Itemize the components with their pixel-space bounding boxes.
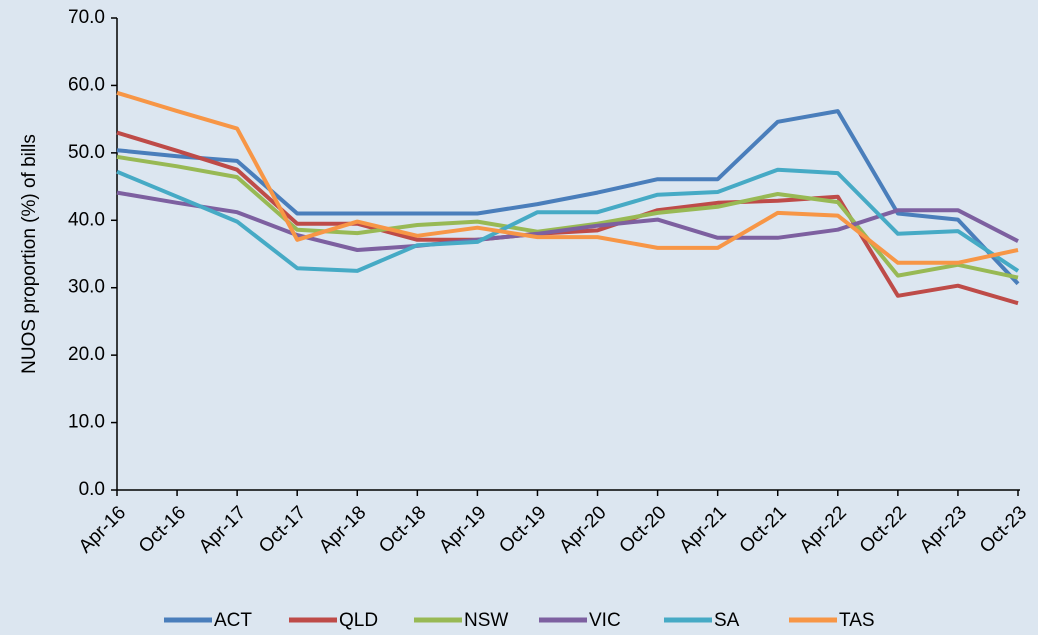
x-tick-label: Oct-18 [375, 502, 430, 557]
x-tick-label: Apr-23 [916, 502, 971, 557]
y-tick-label: 60.0 [68, 74, 105, 95]
y-tick-label: 0.0 [79, 479, 105, 500]
y-axis-label: NUOS proportion (%) of bills [19, 134, 40, 374]
y-tick-label: 30.0 [68, 277, 105, 298]
legend-label: NSW [464, 610, 508, 631]
x-tick-label: Oct-20 [616, 502, 671, 557]
x-tick-label: Oct-17 [255, 502, 310, 557]
x-tick-label: Apr-22 [796, 502, 851, 557]
legend-label: QLD [339, 610, 378, 631]
x-tick-label: Apr-21 [676, 502, 731, 557]
x-tick-label: Apr-19 [435, 502, 490, 557]
series-line [116, 190, 1019, 252]
x-tick-label: Oct-23 [976, 502, 1031, 557]
x-tick-label: Apr-20 [555, 502, 610, 557]
legend-label: TAS [839, 610, 875, 631]
x-tick-label: Oct-21 [736, 502, 791, 557]
y-tick-label: 50.0 [68, 142, 105, 163]
y-tick-label: 20.0 [68, 344, 105, 365]
series-line [116, 167, 1020, 273]
series-line [116, 130, 1019, 306]
x-tick-label: Oct-16 [135, 502, 190, 557]
x-tick-label: Oct-22 [856, 502, 911, 557]
x-tick-label: Oct-19 [495, 502, 550, 557]
y-tick-label: 70.0 [68, 7, 105, 28]
y-tick-label: 10.0 [68, 412, 105, 433]
legend-label: VIC [589, 610, 621, 631]
series-line [116, 90, 1019, 265]
legend-label: SA [714, 610, 740, 631]
y-tick-label: 40.0 [68, 209, 105, 230]
legend-label: ACT [214, 610, 252, 631]
x-tick-label: Apr-17 [195, 502, 250, 557]
x-tick-label: Apr-16 [75, 502, 130, 557]
x-tick-label: Apr-18 [315, 502, 370, 557]
